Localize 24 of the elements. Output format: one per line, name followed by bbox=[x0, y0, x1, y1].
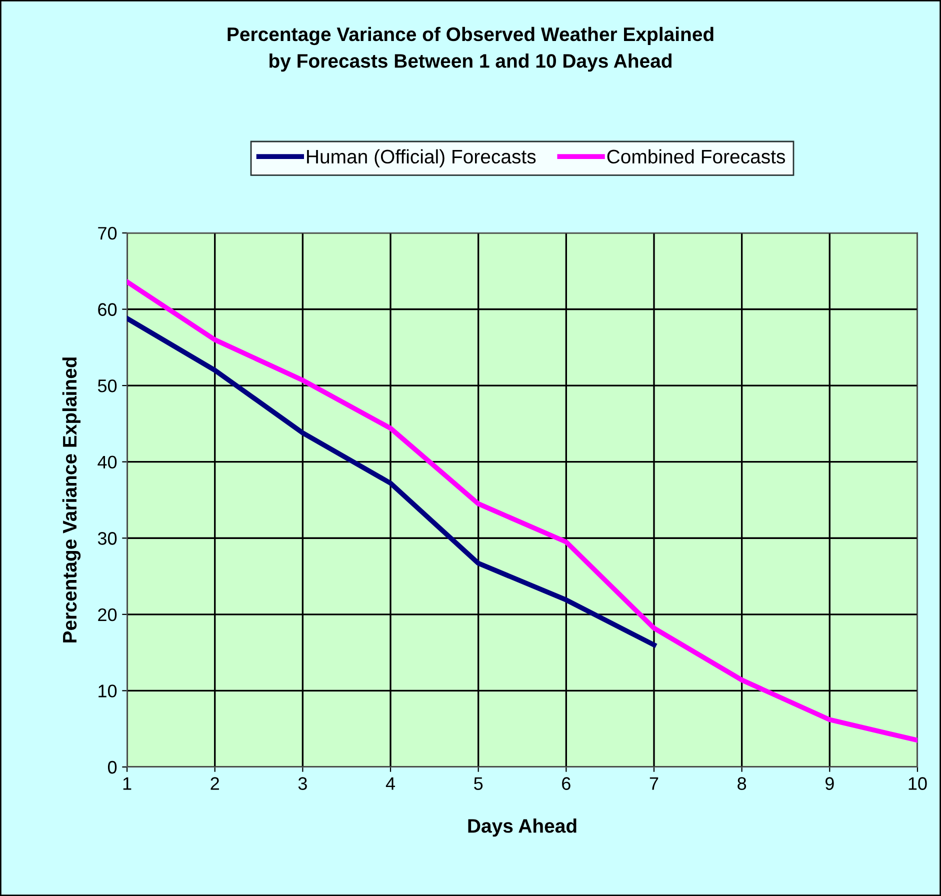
x-tick-label: 2 bbox=[210, 777, 219, 790]
x-tick-label: 1 bbox=[123, 777, 132, 790]
y-tick-label: 20 bbox=[98, 608, 117, 622]
y-tick-label: 60 bbox=[98, 303, 117, 316]
chart-title: Percentage Variance of Observed Weather Explained by Forecasts Between 1 and 10 Days Ahead bbox=[228, 26, 714, 72]
x-tick-label: 4 bbox=[386, 777, 396, 790]
y-tick-label: 10 bbox=[98, 684, 117, 698]
x-tick-label: 5 bbox=[474, 777, 483, 790]
x-tick-label: 8 bbox=[738, 777, 746, 790]
x-tick-label: 6 bbox=[562, 777, 570, 790]
x-tick-label: 9 bbox=[825, 777, 834, 790]
x-tick-label: 3 bbox=[298, 777, 307, 790]
x-tick-label: 7 bbox=[650, 777, 658, 790]
y-tick-label: 30 bbox=[98, 532, 117, 545]
y-tick-label: 50 bbox=[98, 379, 117, 392]
legend-label: Combined Forecasts bbox=[607, 149, 786, 164]
x-axis-title: Days Ahead bbox=[468, 818, 576, 837]
y-tick-label: 0 bbox=[108, 760, 117, 774]
y-tick-label: 70 bbox=[98, 226, 117, 240]
legend-label: Human (Official) Forecasts bbox=[307, 149, 536, 168]
y-axis-title: Percentage Variance Explained bbox=[62, 357, 81, 642]
y-tick-label: 40 bbox=[98, 456, 117, 469]
line-series bbox=[127, 316, 656, 648]
x-tick-label: 10 bbox=[908, 777, 927, 790]
